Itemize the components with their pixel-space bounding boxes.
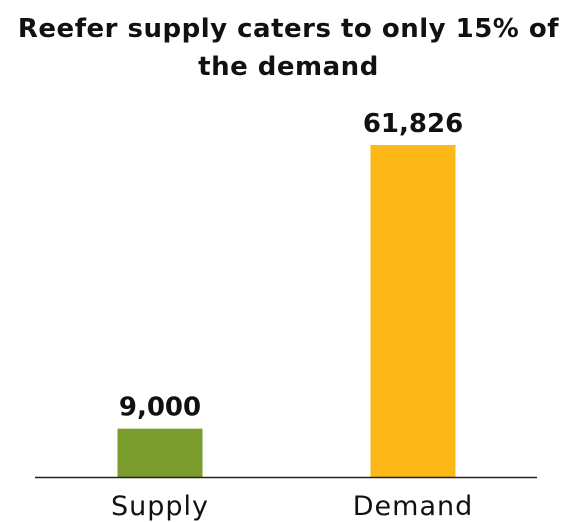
bars-group — [117, 145, 456, 477]
category-labels-group: Supply Demand — [111, 491, 474, 522]
bar-demand — [370, 145, 456, 477]
value-labels-group: 9,000 61,826 — [119, 109, 463, 423]
category-label-demand: Demand — [353, 491, 474, 522]
bar-supply — [117, 428, 203, 477]
value-label-demand: 61,826 — [363, 109, 463, 139]
category-label-supply: Supply — [111, 491, 209, 522]
value-label-supply: 9,000 — [119, 393, 201, 423]
chart-title: Reefer supply caters to only 15% of the … — [17, 14, 560, 82]
